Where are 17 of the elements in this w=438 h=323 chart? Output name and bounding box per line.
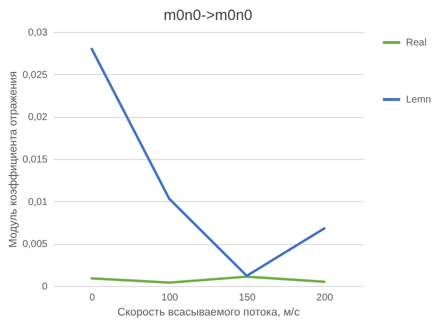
x-axis-title: Скорость всасываемого потока, м/с bbox=[117, 306, 300, 318]
legend-label: Real bbox=[406, 38, 427, 48]
y-tick-label: 0,025 bbox=[22, 70, 48, 81]
x-tick-label: 100 bbox=[161, 292, 179, 304]
y-tick-label: 0,03 bbox=[28, 28, 48, 38]
y-axis-title: Модуль коэффициента отражения bbox=[7, 71, 20, 248]
x-tick-label: 200 bbox=[316, 292, 334, 304]
x-tick-label: 0 bbox=[89, 292, 96, 304]
y-tick-label: 0,015 bbox=[22, 154, 48, 166]
x-tick-label: 150 bbox=[238, 292, 256, 304]
line-series bbox=[90, 48, 326, 278]
y-tick-label: 0 bbox=[42, 282, 48, 292]
chart-title: m0n0->m0n0 bbox=[164, 7, 252, 24]
y-tick-label: 0,005 bbox=[22, 239, 48, 250]
y-tick-label: 0,01 bbox=[28, 196, 48, 208]
y-tick-label: 0,02 bbox=[28, 112, 48, 124]
legend-label: Lemn bbox=[406, 94, 432, 106]
